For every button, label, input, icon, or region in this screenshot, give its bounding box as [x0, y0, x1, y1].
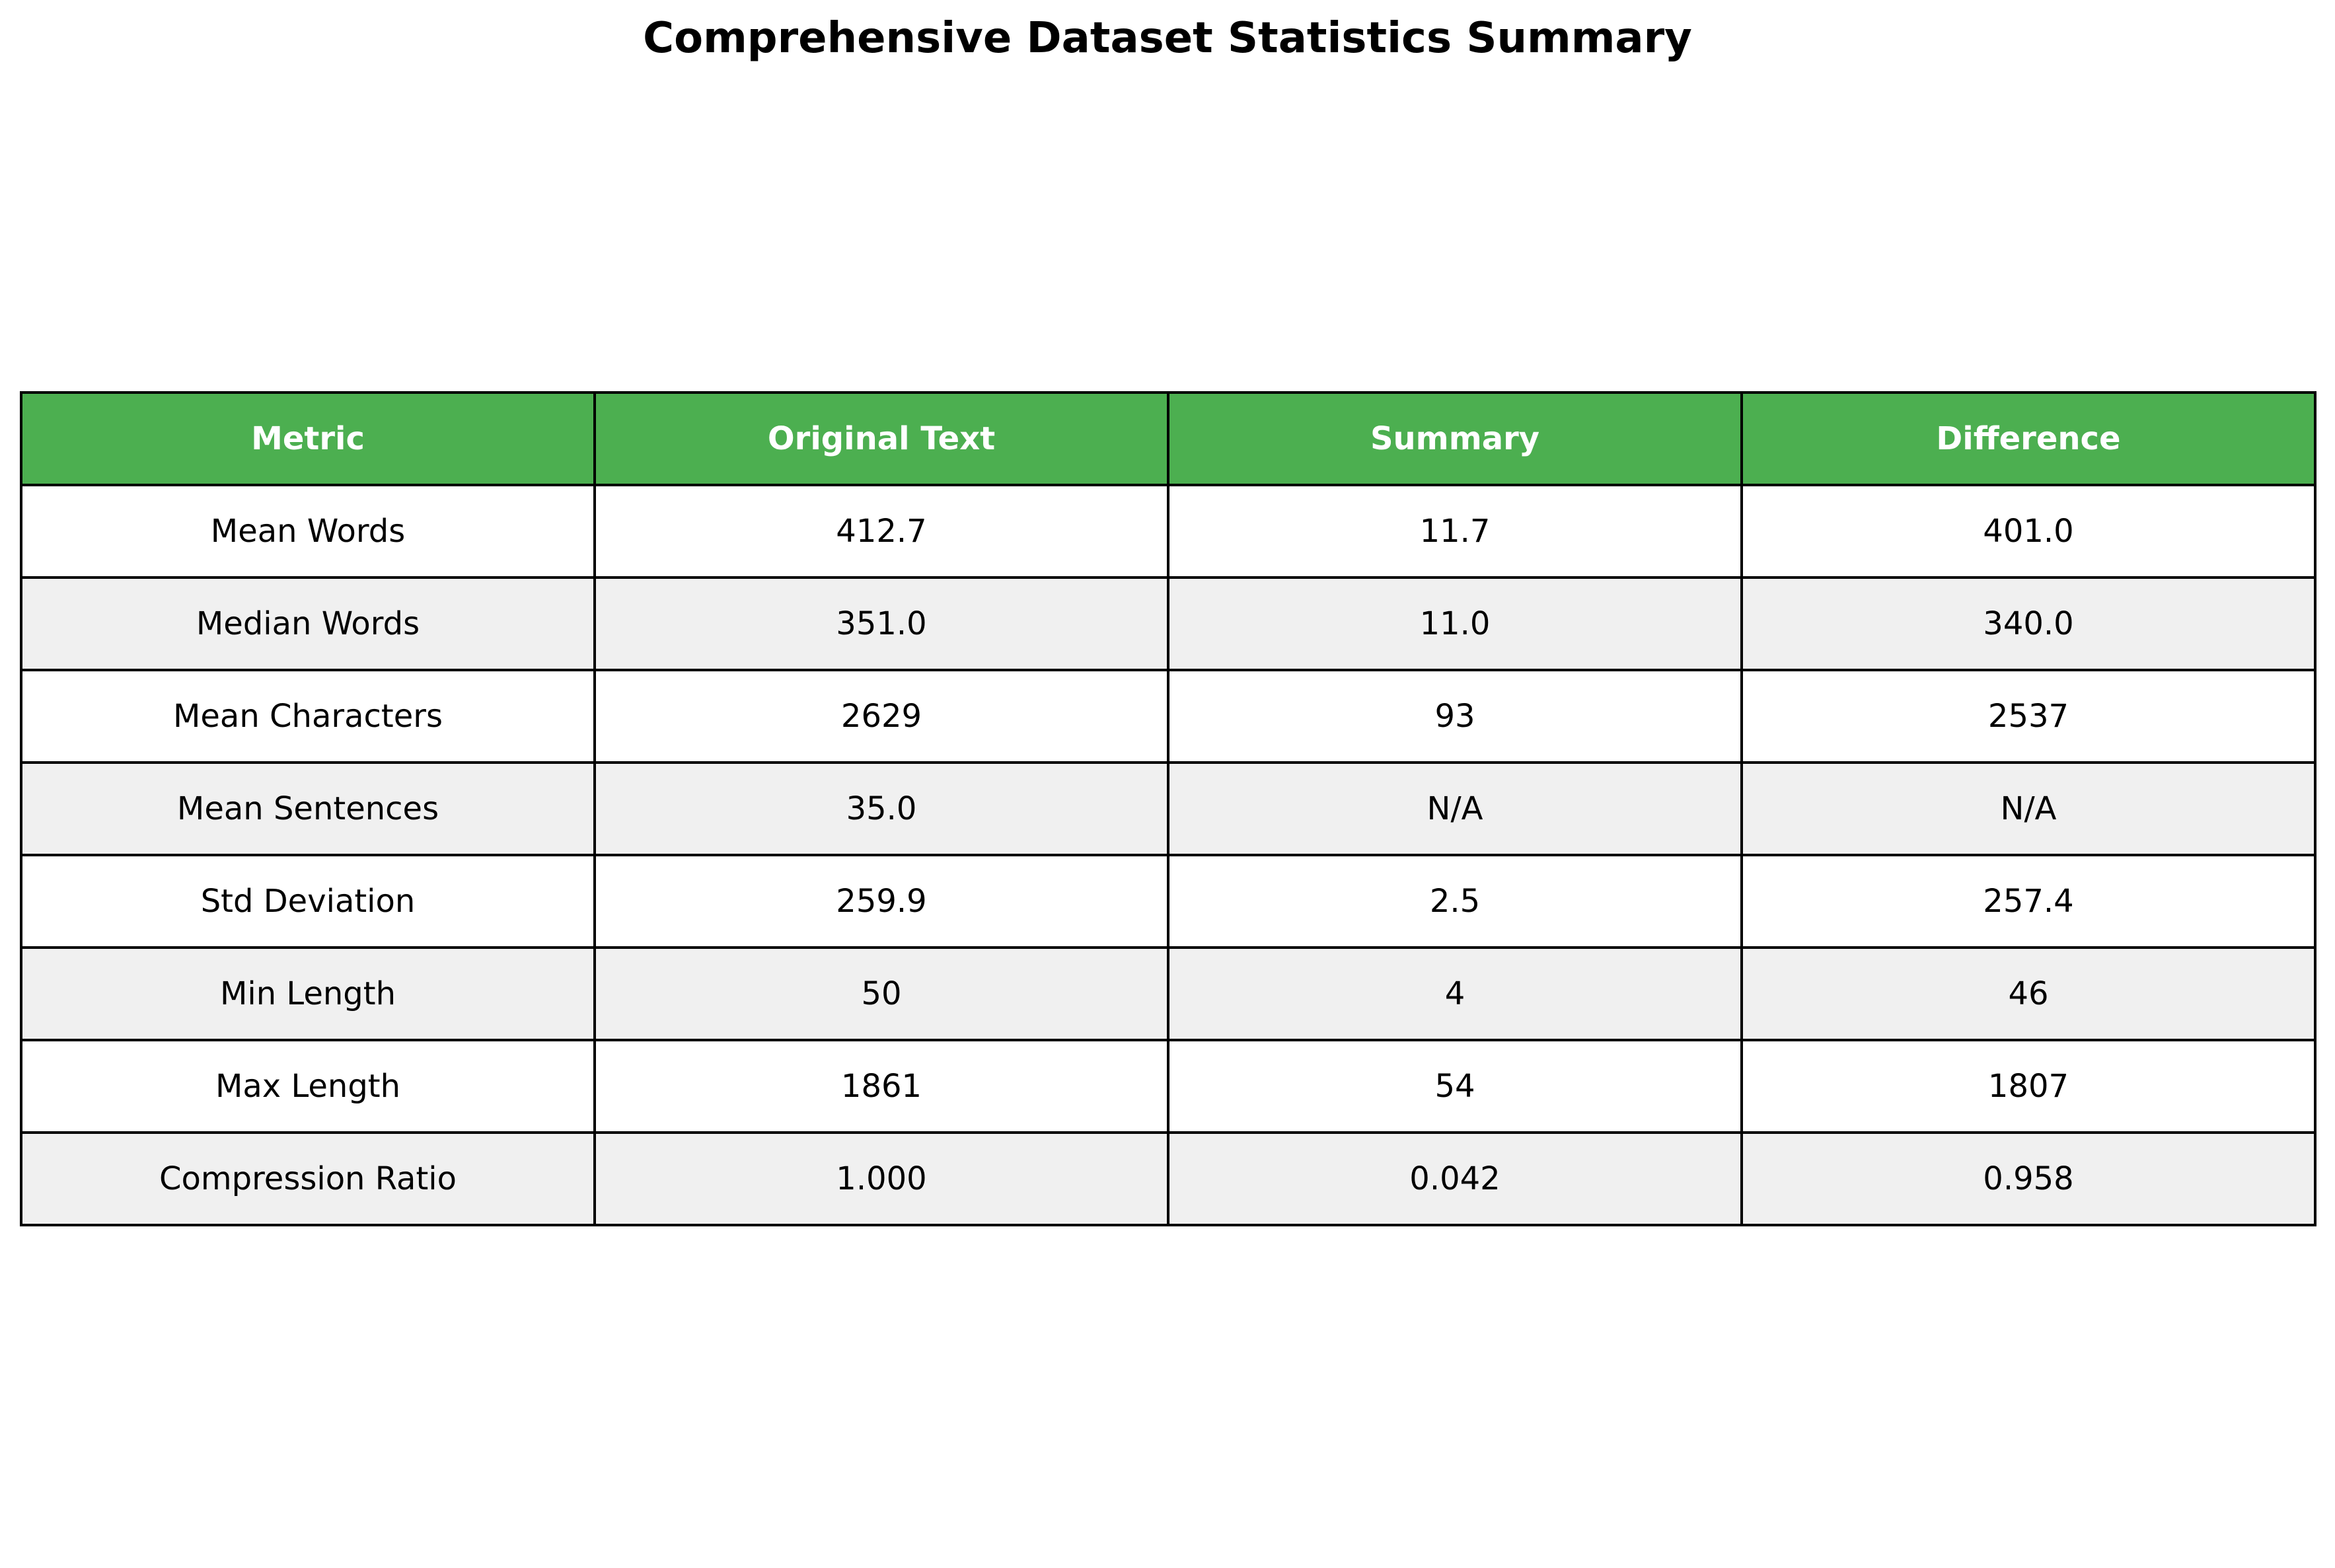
original-text-cell: 1861 — [593, 1039, 1169, 1134]
original-text-cell: 2629 — [593, 669, 1169, 764]
table-row: Compression Ratio 1.000 0.042 0.958 — [20, 1131, 2316, 1226]
summary-cell: 4 — [1167, 946, 1743, 1041]
summary-cell: 11.0 — [1167, 576, 1743, 671]
table-row: Min Length 50 4 46 — [20, 946, 2316, 1041]
difference-cell: 257.4 — [1740, 854, 2316, 949]
summary-cell: 93 — [1167, 669, 1743, 764]
metric-cell: Min Length — [20, 946, 596, 1041]
summary-cell: 54 — [1167, 1039, 1743, 1134]
header-cell: Summary — [1167, 391, 1743, 486]
difference-cell: 0.958 — [1740, 1131, 2316, 1226]
difference-cell: 340.0 — [1740, 576, 2316, 671]
difference-cell: 46 — [1740, 946, 2316, 1041]
header-cell: Difference — [1740, 391, 2316, 486]
summary-cell: 11.7 — [1167, 484, 1743, 579]
table-row: Mean Characters 2629 93 2537 — [20, 669, 2316, 764]
difference-cell: 1807 — [1740, 1039, 2316, 1134]
summary-cell: 0.042 — [1167, 1131, 1743, 1226]
difference-cell: 2537 — [1740, 669, 2316, 764]
original-text-cell: 1.000 — [593, 1131, 1169, 1226]
statistics-table: Metric Original Text Summary Difference … — [20, 391, 2316, 1226]
summary-cell: N/A — [1167, 761, 1743, 856]
table-row: Std Deviation 259.9 2.5 257.4 — [20, 854, 2316, 949]
metric-cell: Mean Sentences — [20, 761, 596, 856]
chart-title: Comprehensive Dataset Statistics Summary — [643, 14, 1692, 63]
difference-cell: N/A — [1740, 761, 2316, 856]
summary-cell: 2.5 — [1167, 854, 1743, 949]
metric-cell: Max Length — [20, 1039, 596, 1134]
original-text-cell: 35.0 — [593, 761, 1169, 856]
table-row: Max Length 1861 54 1807 — [20, 1039, 2316, 1134]
original-text-cell: 259.9 — [593, 854, 1169, 949]
table-header-row: Metric Original Text Summary Difference — [20, 391, 2316, 486]
header-cell: Original Text — [593, 391, 1169, 486]
metric-cell: Compression Ratio — [20, 1131, 596, 1226]
table-row: Mean Words 412.7 11.7 401.0 — [20, 484, 2316, 579]
metric-cell: Median Words — [20, 576, 596, 671]
metric-cell: Mean Characters — [20, 669, 596, 764]
table-row: Mean Sentences 35.0 N/A N/A — [20, 761, 2316, 856]
table-row: Median Words 351.0 11.0 340.0 — [20, 576, 2316, 671]
metric-cell: Mean Words — [20, 484, 596, 579]
original-text-cell: 412.7 — [593, 484, 1169, 579]
metric-cell: Std Deviation — [20, 854, 596, 949]
original-text-cell: 351.0 — [593, 576, 1169, 671]
header-cell: Metric — [20, 391, 596, 486]
original-text-cell: 50 — [593, 946, 1169, 1041]
difference-cell: 401.0 — [1740, 484, 2316, 579]
